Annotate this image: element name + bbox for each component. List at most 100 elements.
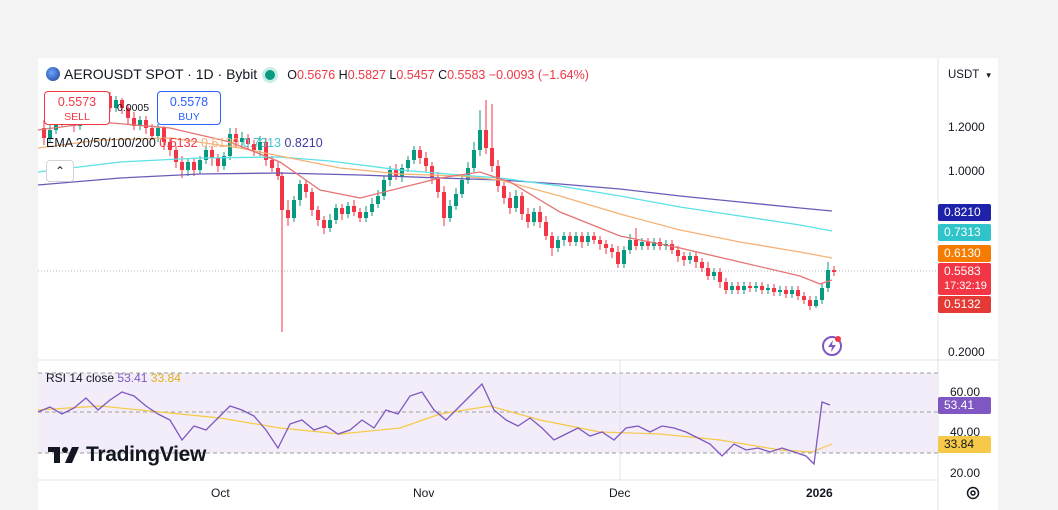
candle-body [652, 242, 656, 246]
candle-body [736, 286, 740, 290]
candle-body [646, 242, 650, 246]
buy-button[interactable]: 0.5578 BUY [157, 91, 221, 125]
candle-body [544, 222, 548, 236]
candle-body [556, 240, 560, 248]
candle-body [448, 206, 452, 218]
currency-value: USDT [948, 69, 980, 81]
candle-body [784, 290, 788, 294]
collapse-legend-button[interactable]: ⌃ [46, 160, 74, 182]
candle-body [442, 192, 446, 218]
candle-body [592, 236, 596, 240]
candle-body [198, 160, 202, 170]
candle-body [180, 162, 184, 170]
candle-body [820, 288, 824, 300]
ema50-price-tag: 0.6130 [938, 245, 991, 262]
candle-body [156, 128, 160, 136]
candle-body [174, 150, 178, 162]
candle-body [210, 150, 214, 158]
ema-legend-label: EMA 20/50/100/200 [46, 136, 156, 150]
candle-body [532, 212, 536, 222]
candle-body [526, 214, 530, 222]
candle-body [508, 198, 512, 208]
candle-body [568, 236, 572, 242]
candle-body [436, 178, 440, 192]
candle-body [616, 252, 620, 264]
candle-body [562, 236, 566, 240]
buy-label: BUY [178, 111, 200, 123]
candle-body [162, 128, 166, 142]
candle-body [234, 134, 238, 142]
candle-body [42, 128, 46, 138]
candle-body [388, 170, 392, 180]
candle-body [376, 196, 380, 204]
high-value: 0.5827 [347, 68, 386, 82]
symbol-title: AEROUSDT SPOT · 1D · Bybit [64, 66, 258, 82]
candle-body [276, 168, 280, 176]
candle-body [676, 250, 680, 256]
tradingview-logo-text: TradingView [86, 443, 207, 466]
candle-body [688, 256, 692, 260]
rsi-legend-label: RSI 14 close [46, 371, 115, 385]
candle-body [150, 128, 154, 136]
candle-body [826, 270, 830, 288]
candle-body [144, 120, 148, 128]
candle-body [258, 142, 262, 150]
candle-body [168, 142, 172, 150]
chevron-down-icon: ▾ [986, 70, 991, 80]
candle-body [246, 138, 250, 144]
candle-body [48, 130, 52, 138]
candle-body [796, 290, 800, 296]
candle-body [334, 208, 338, 220]
candle-body [772, 288, 776, 292]
settings-gear-icon[interactable] [965, 485, 981, 501]
candle-body [340, 208, 344, 214]
ema20-price-tag: 0.5132 [938, 296, 991, 313]
last-price-value: 0.5583 [944, 264, 981, 278]
candle-body [604, 244, 608, 248]
ema200-legend-value: 0.8210 [284, 136, 323, 150]
candle-body [240, 138, 244, 142]
candle-body [742, 286, 746, 290]
sell-label: SELL [64, 111, 90, 123]
candle-body [346, 206, 350, 214]
candle-body [550, 236, 554, 248]
candle-body [490, 148, 494, 166]
currency-select[interactable]: USDT ▾ [944, 64, 998, 86]
ema20-legend-value: 0.5132 [159, 136, 198, 150]
chevron-up-icon: ⌃ [54, 164, 66, 178]
candle-body [132, 118, 136, 126]
candle-body [808, 300, 812, 306]
sell-button[interactable]: 0.5573 SELL [44, 91, 110, 125]
candle-body [766, 288, 770, 290]
ema-legend[interactable]: EMA 20/50/100/200 0.5132 0.6130 0.7313 0… [46, 136, 323, 150]
candle-body [424, 158, 428, 166]
candle-body [538, 212, 542, 222]
candle-body [222, 156, 226, 166]
candle-body [748, 286, 752, 288]
candle-body [802, 296, 806, 300]
candle-body [418, 150, 422, 158]
candle-body [382, 180, 386, 196]
rsi-ma-value-tag: 33.84 [938, 436, 991, 453]
tradingview-logo[interactable]: TradingView [48, 443, 206, 467]
lightning-alert-icon[interactable] [820, 334, 844, 358]
candle-body [114, 100, 118, 108]
candle-body [280, 176, 284, 210]
symbol-header[interactable]: AEROUSDT SPOT · 1D · Bybit O0.5676 H0.582… [46, 66, 589, 82]
rsi-legend-value: 53.41 [117, 371, 148, 385]
rsi-legend[interactable]: RSI 14 close 53.41 33.84 [46, 371, 181, 385]
candle-body [186, 162, 190, 170]
candle-body [264, 142, 268, 160]
candle-body [586, 236, 590, 242]
candle-body [754, 286, 758, 288]
candle-body [298, 184, 302, 200]
rsi-line [37, 382, 831, 466]
candle-body [286, 210, 290, 218]
candle-body [778, 290, 782, 292]
candle-body [484, 130, 488, 148]
candle-body [192, 162, 196, 170]
candle-body [496, 166, 500, 186]
aero-coin-icon [46, 67, 60, 81]
ohlc-values: O0.5676 H0.5827 L0.5457 C0.5583 −0.0093 … [287, 68, 589, 82]
